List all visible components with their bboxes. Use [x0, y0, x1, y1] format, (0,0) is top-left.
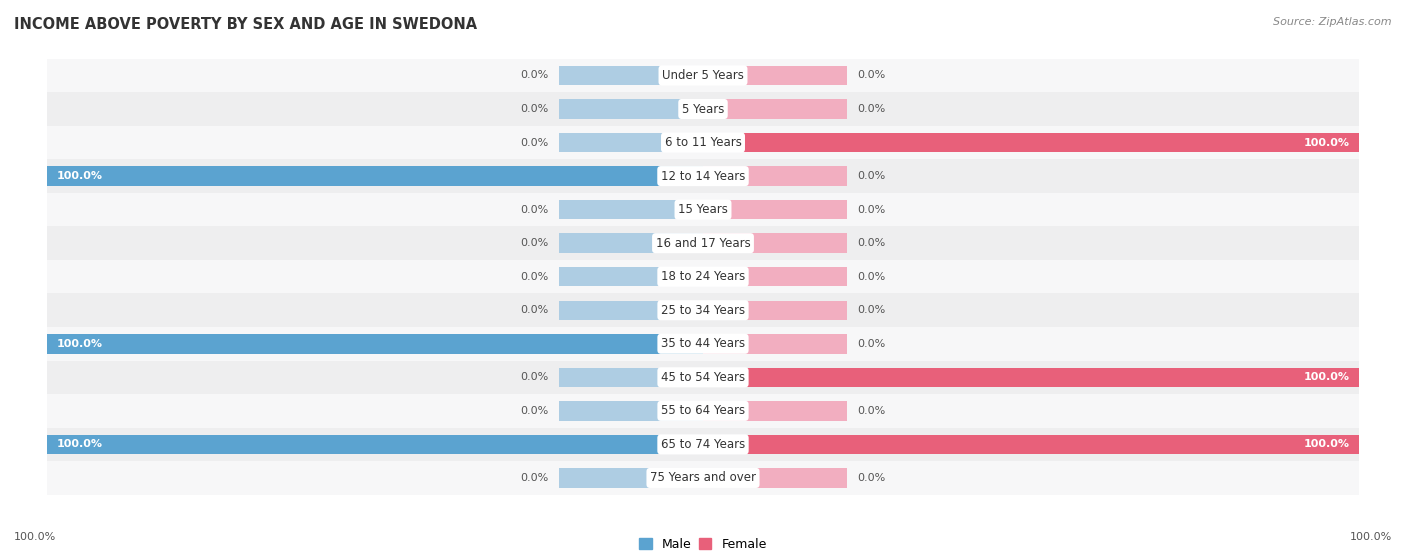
Bar [46, 59, 1360, 92]
Bar [46, 361, 1360, 394]
Bar [46, 167, 703, 186]
Text: 0.0%: 0.0% [858, 238, 886, 248]
Text: 100.0%: 100.0% [1303, 138, 1350, 148]
Bar [703, 301, 848, 320]
Bar [46, 260, 1360, 293]
Text: 0.0%: 0.0% [520, 372, 548, 382]
Bar [558, 66, 703, 85]
Text: 25 to 34 Years: 25 to 34 Years [661, 304, 745, 317]
Bar [558, 468, 703, 487]
Text: 0.0%: 0.0% [520, 104, 548, 114]
Bar [703, 234, 848, 253]
Legend: Male, Female: Male, Female [634, 533, 772, 556]
Bar [558, 401, 703, 420]
Text: Source: ZipAtlas.com: Source: ZipAtlas.com [1274, 17, 1392, 27]
Bar [46, 327, 1360, 361]
Text: 0.0%: 0.0% [520, 205, 548, 215]
Bar [558, 133, 703, 152]
Bar [703, 401, 848, 420]
Text: 0.0%: 0.0% [858, 104, 886, 114]
Bar [46, 92, 1360, 126]
Bar [703, 66, 848, 85]
Text: 100.0%: 100.0% [1303, 439, 1350, 449]
Text: 12 to 14 Years: 12 to 14 Years [661, 169, 745, 183]
Text: 0.0%: 0.0% [858, 339, 886, 349]
Text: 16 and 17 Years: 16 and 17 Years [655, 236, 751, 250]
Text: 5 Years: 5 Years [682, 102, 724, 116]
Bar [46, 394, 1360, 428]
Text: 45 to 54 Years: 45 to 54 Years [661, 371, 745, 384]
Bar [703, 200, 848, 219]
Bar [558, 234, 703, 253]
Text: 0.0%: 0.0% [858, 171, 886, 181]
Bar [703, 334, 848, 353]
Bar [46, 293, 1360, 327]
Text: 0.0%: 0.0% [858, 473, 886, 483]
Text: 100.0%: 100.0% [56, 339, 103, 349]
Text: 15 Years: 15 Years [678, 203, 728, 216]
Bar [558, 200, 703, 219]
Text: 75 Years and over: 75 Years and over [650, 471, 756, 485]
Text: 100.0%: 100.0% [14, 532, 56, 542]
Text: 0.0%: 0.0% [520, 406, 548, 416]
Text: 0.0%: 0.0% [858, 406, 886, 416]
Text: 35 to 44 Years: 35 to 44 Years [661, 337, 745, 350]
Text: 6 to 11 Years: 6 to 11 Years [665, 136, 741, 149]
Text: Under 5 Years: Under 5 Years [662, 69, 744, 82]
Bar [46, 461, 1360, 495]
Text: 0.0%: 0.0% [520, 305, 548, 315]
Text: 18 to 24 Years: 18 to 24 Years [661, 270, 745, 283]
Bar [703, 267, 848, 286]
Text: 65 to 74 Years: 65 to 74 Years [661, 438, 745, 451]
Bar [703, 368, 1360, 387]
Bar [703, 133, 1360, 152]
Text: 0.0%: 0.0% [858, 70, 886, 80]
Bar [558, 301, 703, 320]
Bar [46, 126, 1360, 159]
Bar [703, 468, 848, 487]
Text: 0.0%: 0.0% [520, 473, 548, 483]
Text: 100.0%: 100.0% [1350, 532, 1392, 542]
Bar [558, 100, 703, 119]
Bar [703, 100, 848, 119]
Bar [46, 435, 703, 454]
Text: 0.0%: 0.0% [858, 305, 886, 315]
Bar [46, 193, 1360, 226]
Text: 0.0%: 0.0% [858, 272, 886, 282]
Bar [46, 428, 1360, 461]
Bar [46, 334, 703, 353]
Text: INCOME ABOVE POVERTY BY SEX AND AGE IN SWEDONA: INCOME ABOVE POVERTY BY SEX AND AGE IN S… [14, 17, 477, 32]
Text: 100.0%: 100.0% [56, 171, 103, 181]
Bar [703, 435, 1360, 454]
Bar [703, 167, 848, 186]
Bar [46, 159, 1360, 193]
Text: 0.0%: 0.0% [858, 205, 886, 215]
Text: 0.0%: 0.0% [520, 272, 548, 282]
Text: 55 to 64 Years: 55 to 64 Years [661, 404, 745, 418]
Bar [558, 368, 703, 387]
Bar [558, 267, 703, 286]
Text: 0.0%: 0.0% [520, 138, 548, 148]
Text: 0.0%: 0.0% [520, 70, 548, 80]
Text: 100.0%: 100.0% [56, 439, 103, 449]
Text: 0.0%: 0.0% [520, 238, 548, 248]
Bar [46, 226, 1360, 260]
Text: 100.0%: 100.0% [1303, 372, 1350, 382]
